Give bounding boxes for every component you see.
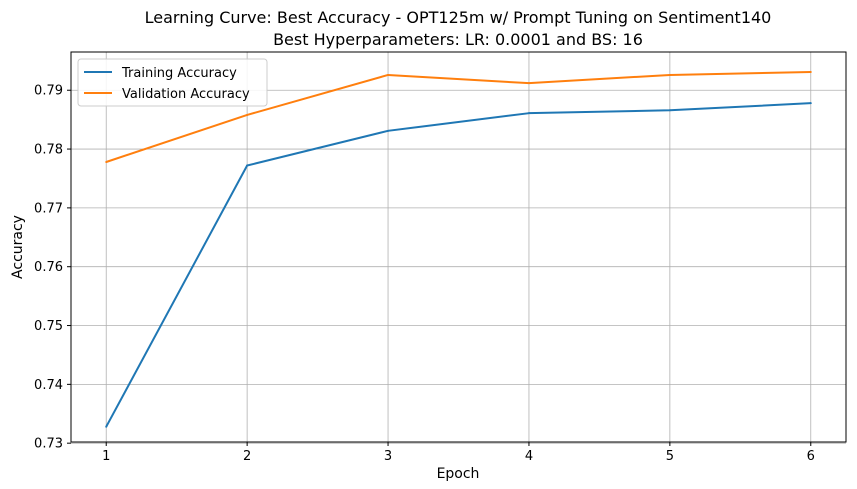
x-tick-label: 6 xyxy=(807,449,815,464)
x-axis-label: Epoch xyxy=(437,466,480,482)
series-lines xyxy=(105,71,812,428)
y-axis-label: Accuracy xyxy=(10,215,26,279)
data-point-training-accuracy xyxy=(809,102,812,105)
data-point-validation-accuracy xyxy=(387,73,390,76)
y-tick-label: 0.79 xyxy=(34,84,63,99)
grid-lines xyxy=(71,52,846,444)
series-line-validation-accuracy xyxy=(105,71,811,163)
series-line-training-accuracy xyxy=(105,102,811,428)
y-tick-label: 0.73 xyxy=(34,437,63,452)
data-point-training-accuracy xyxy=(668,109,671,112)
y-tick-label: 0.74 xyxy=(34,378,63,393)
x-tick-label: 3 xyxy=(384,449,392,464)
data-point-validation-accuracy xyxy=(105,161,108,163)
y-tick-label: 0.76 xyxy=(34,260,63,275)
data-point-training-accuracy xyxy=(387,129,390,132)
legend-box xyxy=(77,58,268,107)
legend-label-validation: Validation Accuracy xyxy=(122,87,250,102)
chart-title: Learning Curve: Best Accuracy - OPT125m … xyxy=(145,8,772,27)
axis-ticks: 1 2 3 4 5 6 0.73 0.74 0.75 0.76 0.77 0.78 0.79 xyxy=(34,84,815,464)
x-tick-label: 5 xyxy=(666,449,674,464)
data-point-training-accuracy xyxy=(105,425,108,428)
data-point-validation-accuracy xyxy=(246,113,249,116)
y-tick-label: 0.77 xyxy=(34,201,63,216)
data-point-training-accuracy xyxy=(527,112,530,115)
data-point-validation-accuracy xyxy=(809,71,812,73)
x-tick-label: 1 xyxy=(102,449,110,464)
legend: Training Accuracy Validation Accuracy xyxy=(77,58,268,107)
data-point-validation-accuracy xyxy=(668,73,671,76)
legend-label-training: Training Accuracy xyxy=(121,66,237,81)
x-tick-label: 4 xyxy=(525,449,533,464)
y-tick-label: 0.75 xyxy=(34,319,63,334)
x-tick-label: 2 xyxy=(243,449,251,464)
plot-frame xyxy=(70,51,847,443)
chart-subtitle: Best Hyperparameters: LR: 0.0001 and BS:… xyxy=(273,30,643,49)
y-tick-label: 0.78 xyxy=(34,143,63,158)
data-point-training-accuracy xyxy=(246,164,249,167)
data-point-validation-accuracy xyxy=(527,82,530,85)
